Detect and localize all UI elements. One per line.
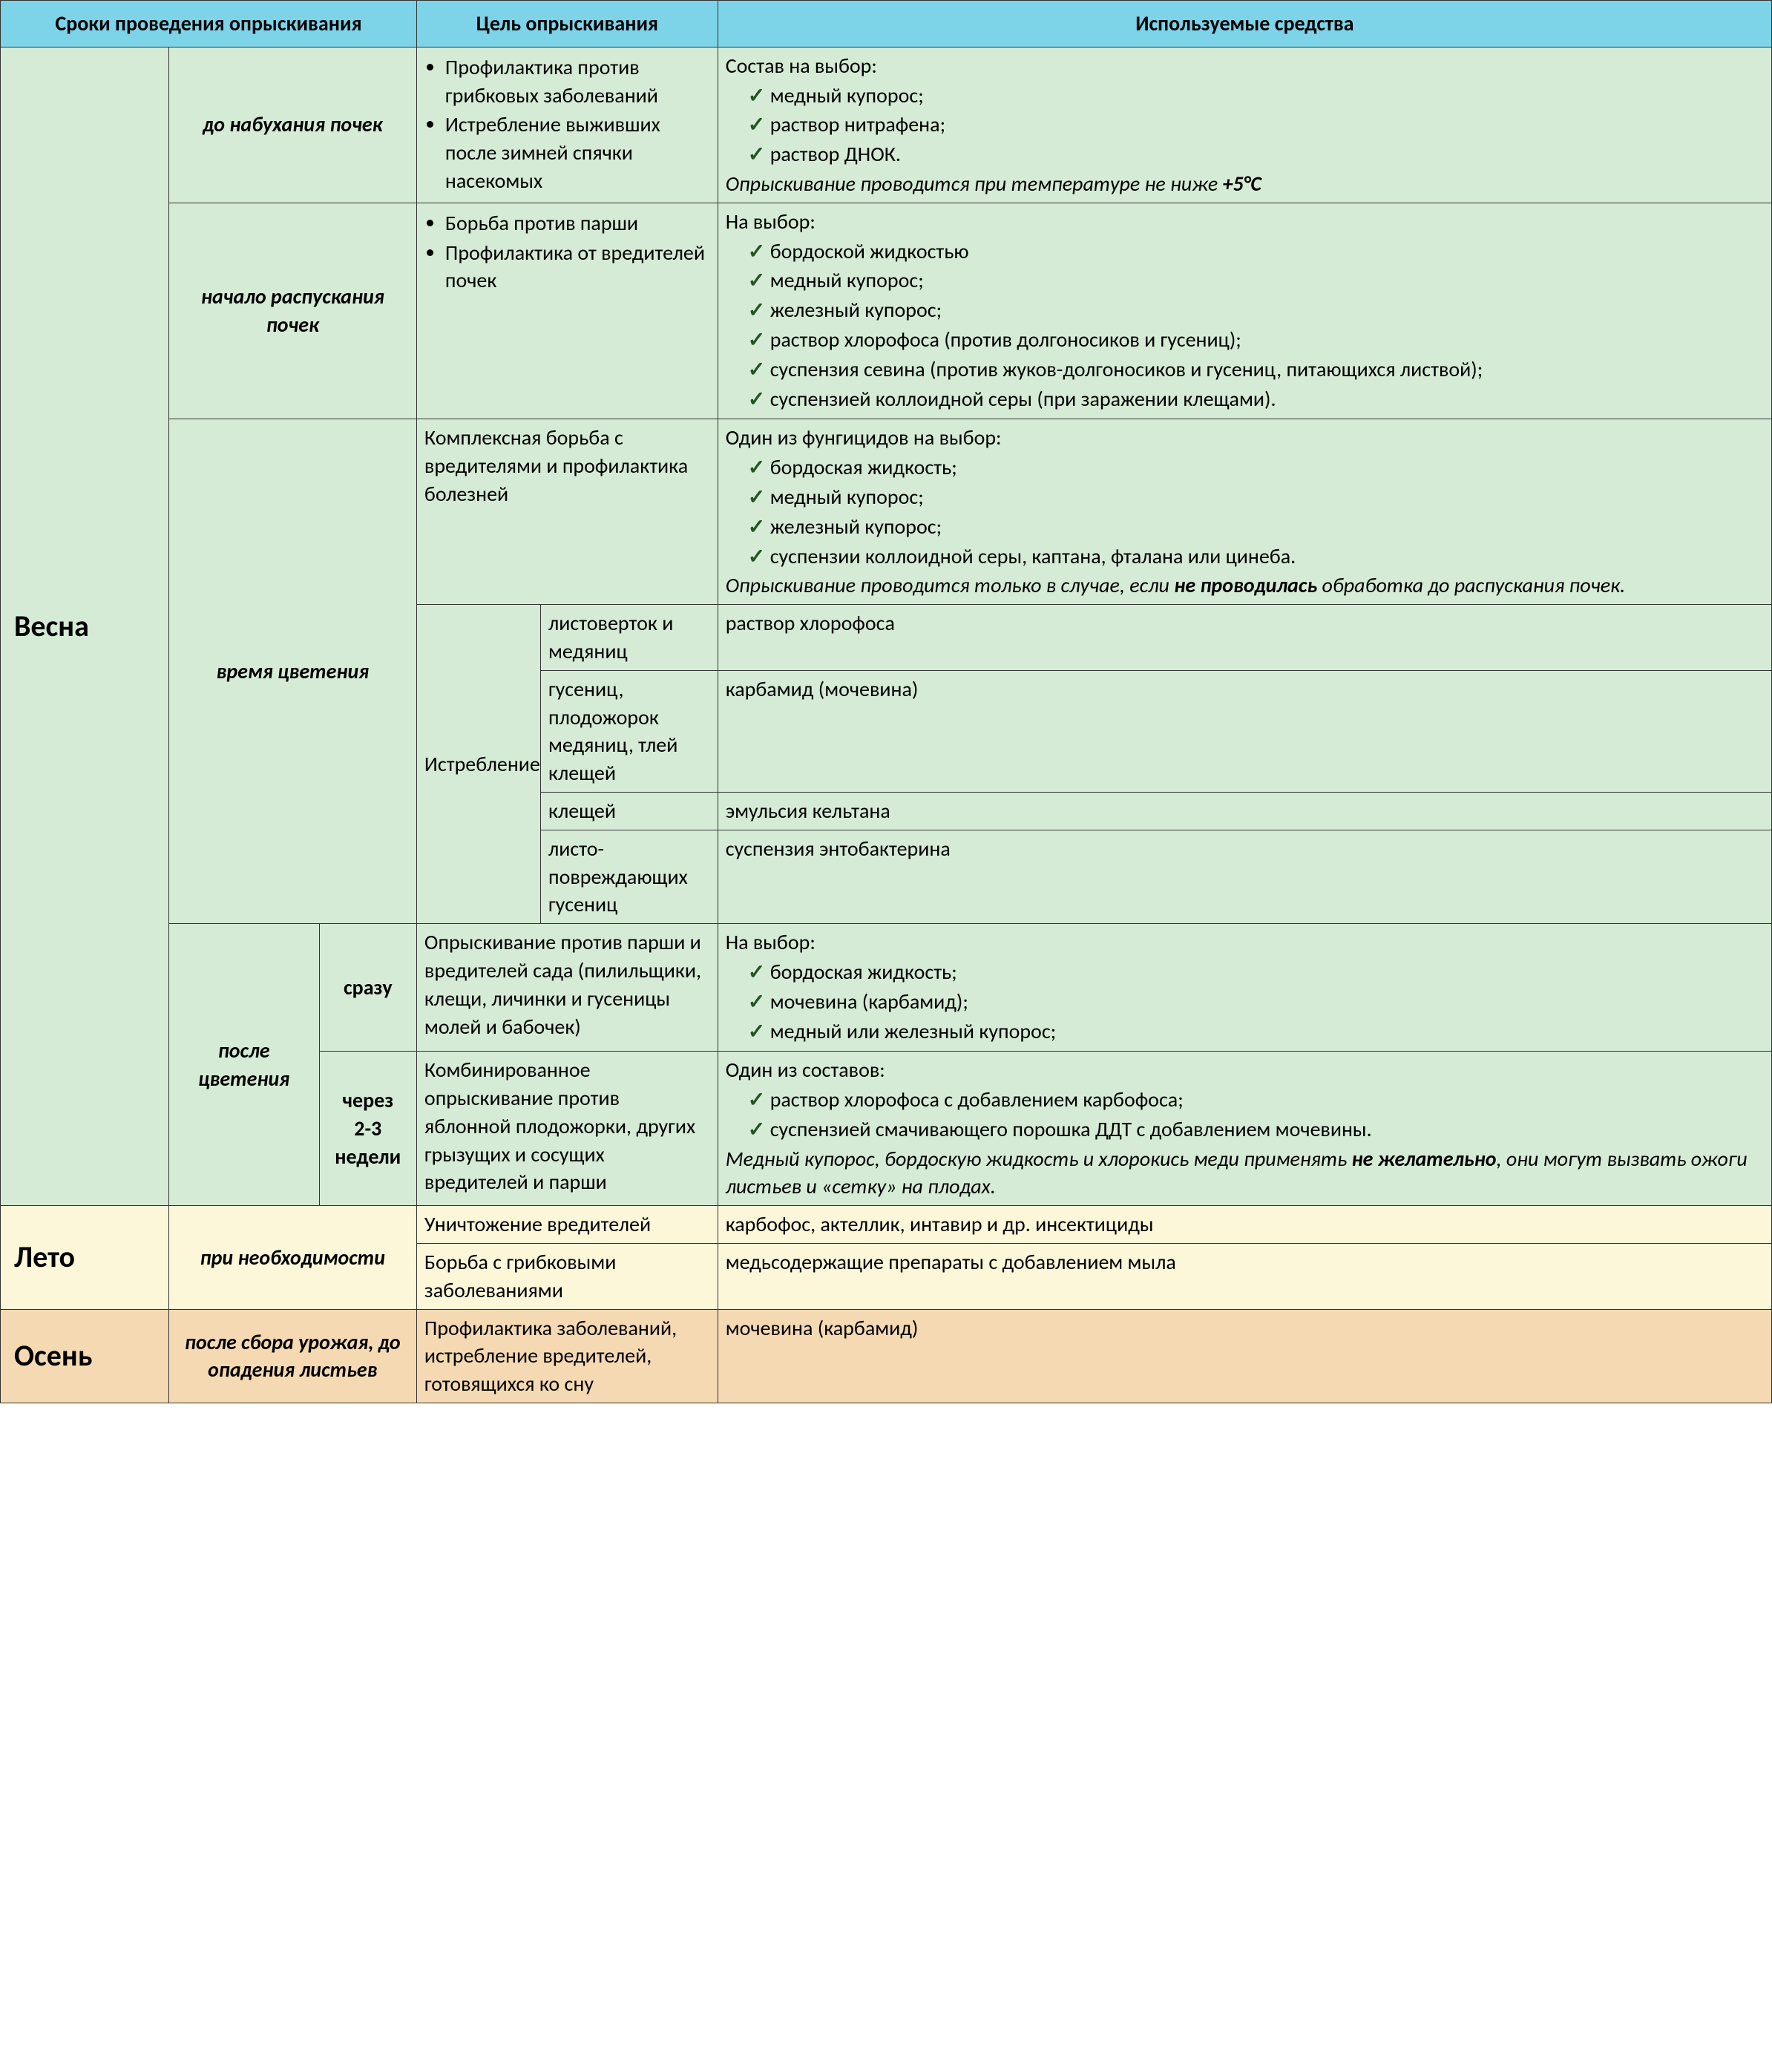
means-cell: мочевина (карбамид) [718,1309,1771,1403]
goal-item: Профилактика от вредителей почек [445,239,710,295]
goal-cell: Уничтожение вредителей [416,1206,718,1244]
goal-cell: Профилактика против грибковых заболевани… [416,47,718,203]
means-cell: На выбор: бордоская жидкость; мочевина (… [718,924,1771,1052]
goal-cell: Комбинированное опрыскивание против ябло… [416,1052,718,1206]
header-time: Сроки проведения опрыскивания [1,1,417,47]
means-item: суспензии коллоидной серы, каптана, фтал… [770,542,1764,571]
means-item: раствор нитрафена; [770,111,1764,139]
means-item: бордоская жидкость; [770,453,1764,482]
means-item: бордоской жидкостью [770,237,1764,266]
istreb-label: Истребление [416,605,540,924]
means-item: медный купорос; [770,82,1764,110]
means-cell: эмульсия кельтана [718,792,1771,830]
means-item: железный купорос; [770,296,1764,324]
means-item: суспензия севина (против жуков-долгоноси… [770,355,1764,384]
means-cell: карбофос, актеллик, интавир и др. инсект… [718,1206,1771,1244]
means-item: медный купорос; [770,266,1764,295]
means-note: Опрыскивание проводится при температуре … [726,170,1764,198]
goal-item: Борьба против парши [445,209,710,237]
means-item: суспензией коллоидной серы (при заражени… [770,385,1764,413]
means-item: бордоская жидкость; [770,958,1764,986]
table-row: Лето при необходимости Уничтожение вреди… [1,1206,1772,1244]
means-item: медный купорос; [770,483,1764,511]
subphase-label: через 2-3 недели [319,1052,416,1206]
means-item: раствор хлорофоса (против долгоносиков и… [770,326,1764,354]
table-row: Осень после сбора урожая, до опадения ли… [1,1309,1772,1403]
means-intro: Состав на выбор: [726,52,1764,80]
means-item: медный или железный купорос; [770,1017,1764,1046]
means-note: Медный купорос, бордоскую жидкость и хло… [726,1145,1764,1201]
goal-item: Профилактика против грибковых заболевани… [445,53,710,110]
season-osen: Осень [1,1309,169,1403]
means-cell: раствор хлорофоса [718,605,1771,671]
phase-label: после цветения [168,924,319,1206]
means-item: мочевина (карбамид); [770,988,1764,1016]
goal-cell: Борьба против парши Профилактика от вред… [416,203,718,419]
spray-schedule-table: Сроки проведения опрыскивания Цель опрыс… [0,0,1772,1403]
sub-target: гусениц, плодожорок медяниц, тлей клещей [541,670,718,792]
means-item: железный купорос; [770,513,1764,541]
subphase-label: сразу [319,924,416,1052]
means-cell: Состав на выбор: медный купорос; раствор… [718,47,1771,203]
means-intro: Один из фунгицидов на выбор: [726,424,1764,452]
means-cell: карбамид (мочевина) [718,670,1771,792]
phase-label: до набухания почек [168,47,416,203]
means-cell: Один из составов: раствор хлорофоса с до… [718,1052,1771,1206]
sub-target: листо-повреждающих гусениц [541,830,718,923]
goal-item: Истребление выживших после зимней спячки… [445,111,710,194]
header-goal: Цель опрыскивания [416,1,718,47]
means-item: раствор хлорофоса с добавлением карбофос… [770,1086,1764,1114]
means-intro: На выбор: [726,208,1764,236]
header-means: Используемые средства [718,1,1771,47]
phase-label: время цветения [168,419,416,924]
means-intro: На выбор: [726,928,1764,957]
means-cell: суспензия энтобактерина [718,830,1771,923]
means-cell: медьсодержащие препараты с добавлением м… [718,1244,1771,1310]
means-item: раствор ДНОК. [770,140,1764,168]
means-note: Опрыскивание проводится только в случае,… [726,571,1764,600]
means-intro: Один из составов: [726,1056,1764,1084]
table-row: время цветения Комплексная борьба с вред… [1,419,1772,605]
table-row: начало распускания почек Борьба против п… [1,203,1772,419]
sub-target: клещей [541,792,718,830]
sub-target: листоверток и медяниц [541,605,718,671]
table-row: Весна до набухания почек Профилактика пр… [1,47,1772,203]
season-leto: Лето [1,1206,169,1309]
means-cell: На выбор: бордоской жидкостью медный куп… [718,203,1771,419]
goal-cell: Борьба с грибковыми заболеваниями [416,1244,718,1310]
means-item: суспензией смачивающего порошка ДДТ с до… [770,1115,1764,1144]
phase-label: после сбора урожая, до опадения листьев [168,1309,416,1403]
header-row: Сроки проведения опрыскивания Цель опрыс… [1,1,1772,47]
phase-label: начало распускания почек [168,203,416,419]
goal-cell: Профилактика заболеваний, истребление вр… [416,1309,718,1403]
phase-label: при необходимости [168,1206,416,1309]
means-cell: Один из фунгицидов на выбор: бордоская ж… [718,419,1771,605]
season-vesna: Весна [1,47,169,1205]
goal-cell: Комплексная борьба с вредителями и профи… [416,419,718,605]
goal-cell: Опрыскивание против парши и вредителей с… [416,924,718,1052]
